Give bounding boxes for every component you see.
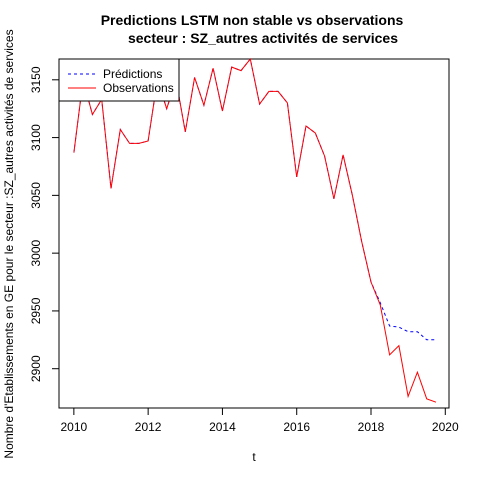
series-layer	[74, 59, 436, 402]
x-tick-label: 2014	[209, 420, 236, 434]
x-tick-label: 2020	[432, 420, 459, 434]
y-tick-label: 3100	[29, 124, 43, 151]
y-tick-label: 2900	[29, 355, 43, 382]
x-axis: 2010 2012 2014 2016 2018 2020	[61, 408, 459, 434]
y-tick-label: 3000	[29, 239, 43, 266]
x-tick-label: 2012	[135, 420, 162, 434]
legend: Prédictions Observations	[59, 59, 179, 101]
y-axis-label: Nombre d'Etablissements en GE pour le se…	[2, 29, 16, 458]
y-tick-label: 3050	[29, 182, 43, 209]
series-line-observations	[74, 59, 436, 402]
x-tick-label: 2010	[61, 420, 88, 434]
chart-title-line2: secteur : SZ_autres activités de service…	[128, 30, 398, 46]
legend-label-observations: Observations	[103, 81, 174, 95]
y-tick-label: 2950	[29, 297, 43, 324]
x-tick-label: 2018	[358, 420, 385, 434]
chart-title-line1: Predictions LSTM non stable vs observati…	[101, 12, 404, 28]
legend-label-predictions: Prédictions	[103, 67, 162, 81]
plot-frame	[59, 59, 449, 408]
x-axis-label: t	[252, 450, 256, 464]
y-axis: 2900 2950 3000 3050 3100 3150	[29, 66, 59, 382]
y-tick-label: 3150	[29, 66, 43, 93]
x-tick-label: 2016	[283, 420, 310, 434]
